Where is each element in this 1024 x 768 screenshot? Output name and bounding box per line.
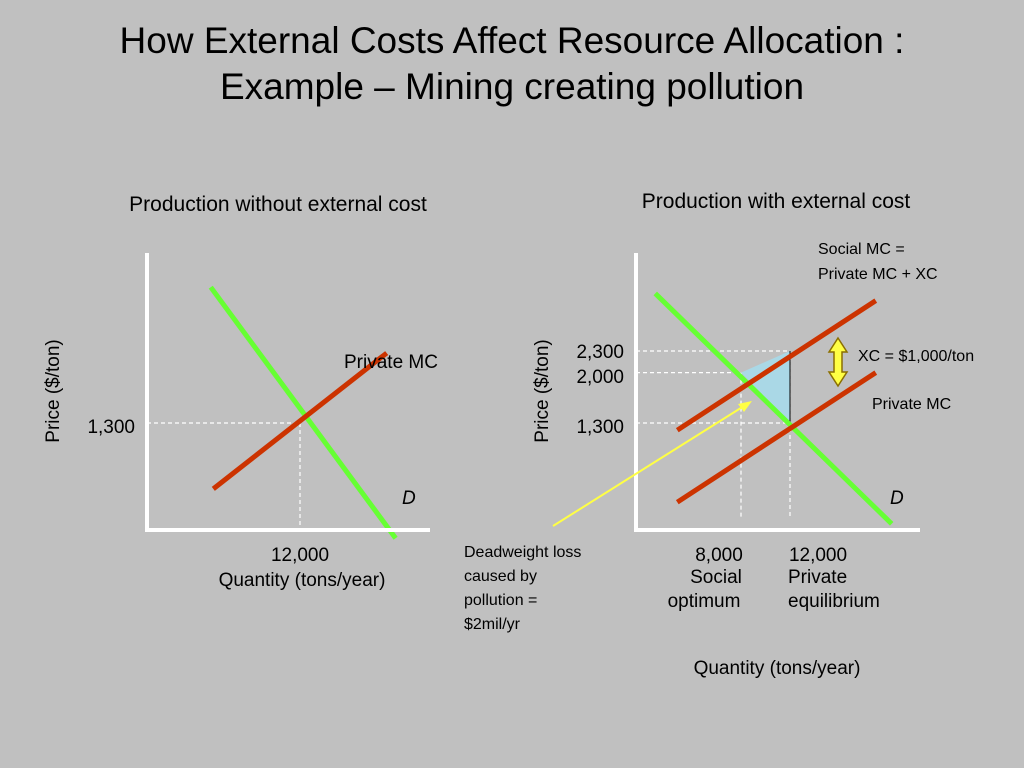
right-x-tick-8000: 8,000 — [695, 545, 743, 566]
right-x-tick-12000: 12,000 — [789, 545, 847, 566]
social-mc-label-line2: Private MC + XC — [818, 266, 938, 283]
left-marks — [208, 285, 398, 540]
left-mc-label-text: Private MC — [344, 352, 438, 373]
left-y-tick-1300: 1,300 — [87, 417, 135, 438]
right-x-axis-label: Quantity (tons/year) — [694, 658, 861, 679]
left-x-axis-label: Quantity (tons/year) — [219, 570, 386, 591]
right-series-private-mc — [675, 370, 878, 505]
right-series-social-mc-private-mc-xc — [675, 298, 878, 433]
deadweight-label-line1: Deadweight loss — [464, 544, 581, 561]
left-mc-label: Private MC — [344, 352, 438, 373]
right-private-mc-label: Private MC — [872, 396, 951, 413]
right-chart: Production with external cost Price ($/t… — [464, 190, 974, 679]
right-chart-title: Production with external cost — [642, 190, 911, 213]
right-y-tick-1300: 1,300 — [576, 417, 624, 438]
left-chart-title: Production without external cost — [129, 193, 427, 216]
right-marks — [653, 291, 894, 526]
title-line-2: Example – Mining creating pollution — [219, 66, 805, 107]
social-mc-label-line1: Social MC = — [818, 241, 905, 258]
left-series-private-mc — [211, 351, 389, 491]
left-guides — [147, 422, 301, 530]
right-y-tick-2000: 2,000 — [576, 367, 624, 388]
deadweight-triangle — [741, 351, 790, 423]
deadweight-pointer-line — [552, 405, 745, 527]
slide-title: How External Costs Affect Resource Alloc… — [0, 18, 1024, 110]
left-x-tick-12000: 12,000 — [271, 545, 329, 566]
xc-double-arrow — [827, 336, 849, 388]
deadweight-label-line2: caused by — [464, 568, 537, 585]
social-optimum-line1: Social — [690, 567, 742, 588]
deadweight-label-line4: $2mil/yr — [464, 616, 521, 633]
right-y-tick-2300: 2,300 — [576, 342, 624, 363]
private-equilibrium-line1: Private — [788, 567, 847, 588]
left-series-d — [208, 285, 398, 540]
right-d-label: D — [890, 488, 904, 509]
deadweight-pointer-arrowhead — [738, 401, 752, 412]
xc-label: XC = $1,000/ton — [858, 348, 974, 365]
deadweight-label-line3: pollution = — [464, 592, 537, 609]
left-y-axis-label: Price ($/ton) — [43, 339, 64, 442]
left-chart: Production without external cost Price (… — [43, 193, 438, 591]
right-series-d — [653, 291, 894, 526]
left-d-label: D — [402, 488, 416, 509]
private-equilibrium-line2: equilibrium — [788, 591, 880, 612]
right-y-axis-label: Price ($/ton) — [532, 339, 553, 442]
title-line-1: How External Costs Affect Resource Alloc… — [119, 20, 905, 61]
social-optimum-line2: optimum — [668, 591, 741, 612]
